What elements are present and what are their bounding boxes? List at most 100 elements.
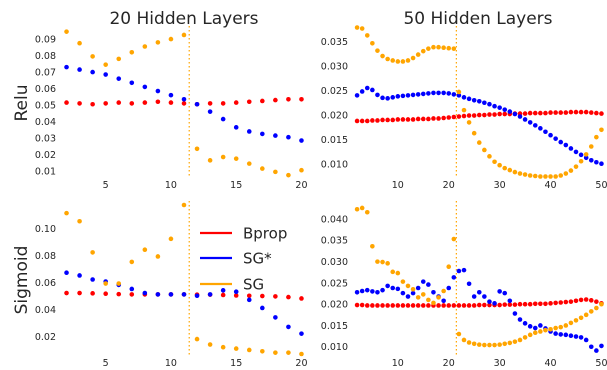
data-point <box>513 170 518 175</box>
data-point <box>426 303 431 308</box>
data-point <box>411 56 416 61</box>
data-point <box>569 333 574 338</box>
data-point <box>286 173 291 178</box>
x-tick-label: 40 <box>544 358 556 369</box>
data-point <box>116 292 121 297</box>
data-point <box>513 112 518 117</box>
data-point <box>299 352 304 357</box>
data-point <box>195 146 200 151</box>
data-point <box>77 41 82 46</box>
data-point <box>385 261 390 266</box>
data-point <box>411 287 416 292</box>
data-point <box>589 144 594 149</box>
data-point <box>579 335 584 340</box>
data-point <box>502 302 507 307</box>
data-point <box>569 168 574 173</box>
data-point <box>426 46 431 51</box>
data-point <box>182 97 187 102</box>
data-point <box>90 102 95 107</box>
data-point <box>574 164 579 169</box>
data-point <box>492 301 497 306</box>
data-point <box>260 99 265 104</box>
data-point <box>355 93 360 98</box>
data-point <box>599 111 604 116</box>
data-point <box>462 303 467 308</box>
x-tick-label: 5 <box>103 358 109 369</box>
y-tick-label: 0.015 <box>321 321 348 332</box>
data-point <box>441 303 446 308</box>
data-point <box>508 109 513 114</box>
data-point <box>90 70 95 75</box>
data-point <box>441 91 446 96</box>
data-point <box>548 174 553 179</box>
y-tick-label: 0.08 <box>35 251 56 262</box>
series-sg-star <box>355 268 604 353</box>
data-point <box>396 303 401 308</box>
x-tick-label: 5 <box>103 180 109 191</box>
data-point <box>467 281 472 286</box>
data-point <box>533 326 538 331</box>
data-point <box>182 292 187 297</box>
data-point <box>513 311 518 316</box>
data-point <box>589 309 594 314</box>
data-point <box>390 286 395 291</box>
data-point <box>584 152 589 157</box>
data-point <box>247 129 252 134</box>
data-point <box>416 92 421 97</box>
data-point <box>421 117 426 122</box>
row-label: Relu <box>12 84 32 121</box>
data-point <box>385 303 390 308</box>
data-point <box>396 117 401 122</box>
data-point <box>492 104 497 109</box>
data-point <box>564 300 569 305</box>
data-point <box>221 155 226 160</box>
data-point <box>169 292 174 297</box>
data-point <box>487 299 492 304</box>
data-point <box>579 153 584 158</box>
data-point <box>116 100 121 105</box>
data-point <box>518 338 523 343</box>
y-tick-label: 0.03 <box>35 133 56 144</box>
data-point <box>436 45 441 50</box>
data-point <box>482 100 487 105</box>
data-point <box>482 148 487 153</box>
data-point <box>584 297 589 302</box>
x-tick-label: 10 <box>165 358 177 369</box>
series-sg <box>355 206 604 348</box>
data-point <box>411 117 416 122</box>
data-point <box>416 117 421 122</box>
data-point <box>421 49 426 54</box>
data-point <box>594 348 599 353</box>
data-point <box>528 111 533 116</box>
x-tick-label: 20 <box>295 358 307 369</box>
y-tick-label: 0.07 <box>35 67 56 78</box>
data-point <box>538 174 543 179</box>
data-point <box>380 303 385 308</box>
y-tick-label: 0.05 <box>35 100 56 111</box>
data-point <box>273 350 278 355</box>
data-point <box>523 172 528 177</box>
data-point <box>452 46 457 51</box>
data-point <box>375 48 380 53</box>
data-point <box>234 156 239 161</box>
data-point <box>169 100 174 105</box>
data-point <box>234 289 239 294</box>
data-point <box>360 289 365 294</box>
data-point <box>370 88 375 93</box>
panel-1: 20 Hidden Layers Relu 0.01 0.02 0.03 0.04 0.05… <box>12 9 308 191</box>
x-tick-label: 20 <box>443 358 455 369</box>
data-point <box>431 91 436 96</box>
data-point <box>103 62 108 67</box>
data-point <box>64 270 69 275</box>
data-point <box>553 136 558 141</box>
data-point <box>156 40 161 45</box>
data-point <box>375 118 380 123</box>
data-point <box>446 303 451 308</box>
data-point <box>497 105 502 110</box>
data-point <box>273 294 278 299</box>
data-point <box>457 332 462 337</box>
data-point <box>380 96 385 101</box>
data-point <box>436 91 441 96</box>
data-point <box>467 113 472 118</box>
